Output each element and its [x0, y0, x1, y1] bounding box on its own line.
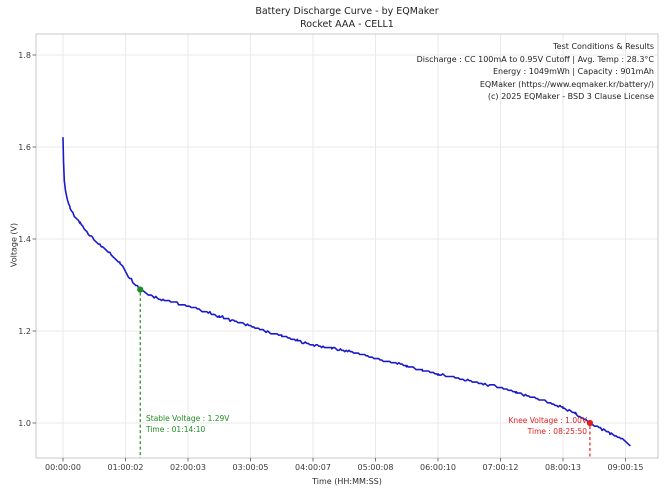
stable-voltage-annotation: Stable Voltage : 1.29V Time : 01:14:10 — [146, 414, 229, 435]
x-tick-label: 08:00:13 — [545, 463, 581, 472]
knee-point-marker — [586, 419, 594, 427]
x-tick-label: 00:00:00 — [45, 463, 81, 472]
discharge-curve — [62, 137, 631, 447]
info-line: EQMaker (https://www.eqmaker.kr/battery/… — [479, 79, 654, 89]
x-tick-label: 09:00:15 — [608, 463, 644, 472]
knee-voltage-label: Knee Voltage : 1.00V — [508, 416, 587, 425]
info-line: Discharge : CC 100mA to 0.95V Cutoff | A… — [416, 54, 654, 64]
info-line: Energy : 1049mWh | Capacity : 901mAh — [492, 67, 654, 77]
x-tick-label: 02:00:03 — [170, 463, 206, 472]
stable-voltage-label: Stable Voltage : 1.29V — [146, 414, 230, 423]
x-tick-label: 03:00:05 — [233, 463, 269, 472]
x-tick-label: 07:00:12 — [483, 463, 519, 472]
test-conditions-box: Test Conditions & Results Discharge : CC… — [417, 41, 654, 104]
info-line: (c) 2025 EQMaker - BSD 3 Clause License — [487, 92, 654, 102]
stable-time-label: Time : 01:14:10 — [146, 424, 206, 434]
chart-subtitle: Rocket AAA - CELL1 — [300, 18, 394, 30]
y-tick-label: 1.6 — [18, 143, 31, 152]
x-tick-label: 04:00:07 — [295, 463, 331, 472]
x-tick-label: 05:00:08 — [358, 463, 394, 472]
y-axis-label: Voltage (V) — [9, 222, 19, 268]
knee-time-label: Time : 08:25:50 — [527, 426, 587, 436]
info-line: Test Conditions & Results — [553, 42, 654, 51]
x-tick-label: 01:00:02 — [108, 463, 144, 472]
chart-title: Battery Discharge Curve - by EQMaker — [255, 6, 439, 17]
x-axis-label: Time (HH:MM:SS) — [312, 477, 382, 486]
y-tick-label: 1.0 — [18, 419, 31, 428]
plot-border — [35, 33, 659, 459]
y-tick-label: 1.2 — [18, 327, 31, 336]
y-tick-label: 1.8 — [18, 51, 31, 60]
knee-voltage-annotation: Knee Voltage : 1.00V Time : 08:25:50 — [508, 416, 587, 437]
y-tick-label: 1.4 — [18, 235, 31, 244]
stable-point-marker — [137, 286, 144, 293]
chart-title-block: Battery Discharge Curve - by EQMaker Roc… — [36, 6, 658, 31]
x-tick-label: 06:00:10 — [420, 463, 456, 472]
